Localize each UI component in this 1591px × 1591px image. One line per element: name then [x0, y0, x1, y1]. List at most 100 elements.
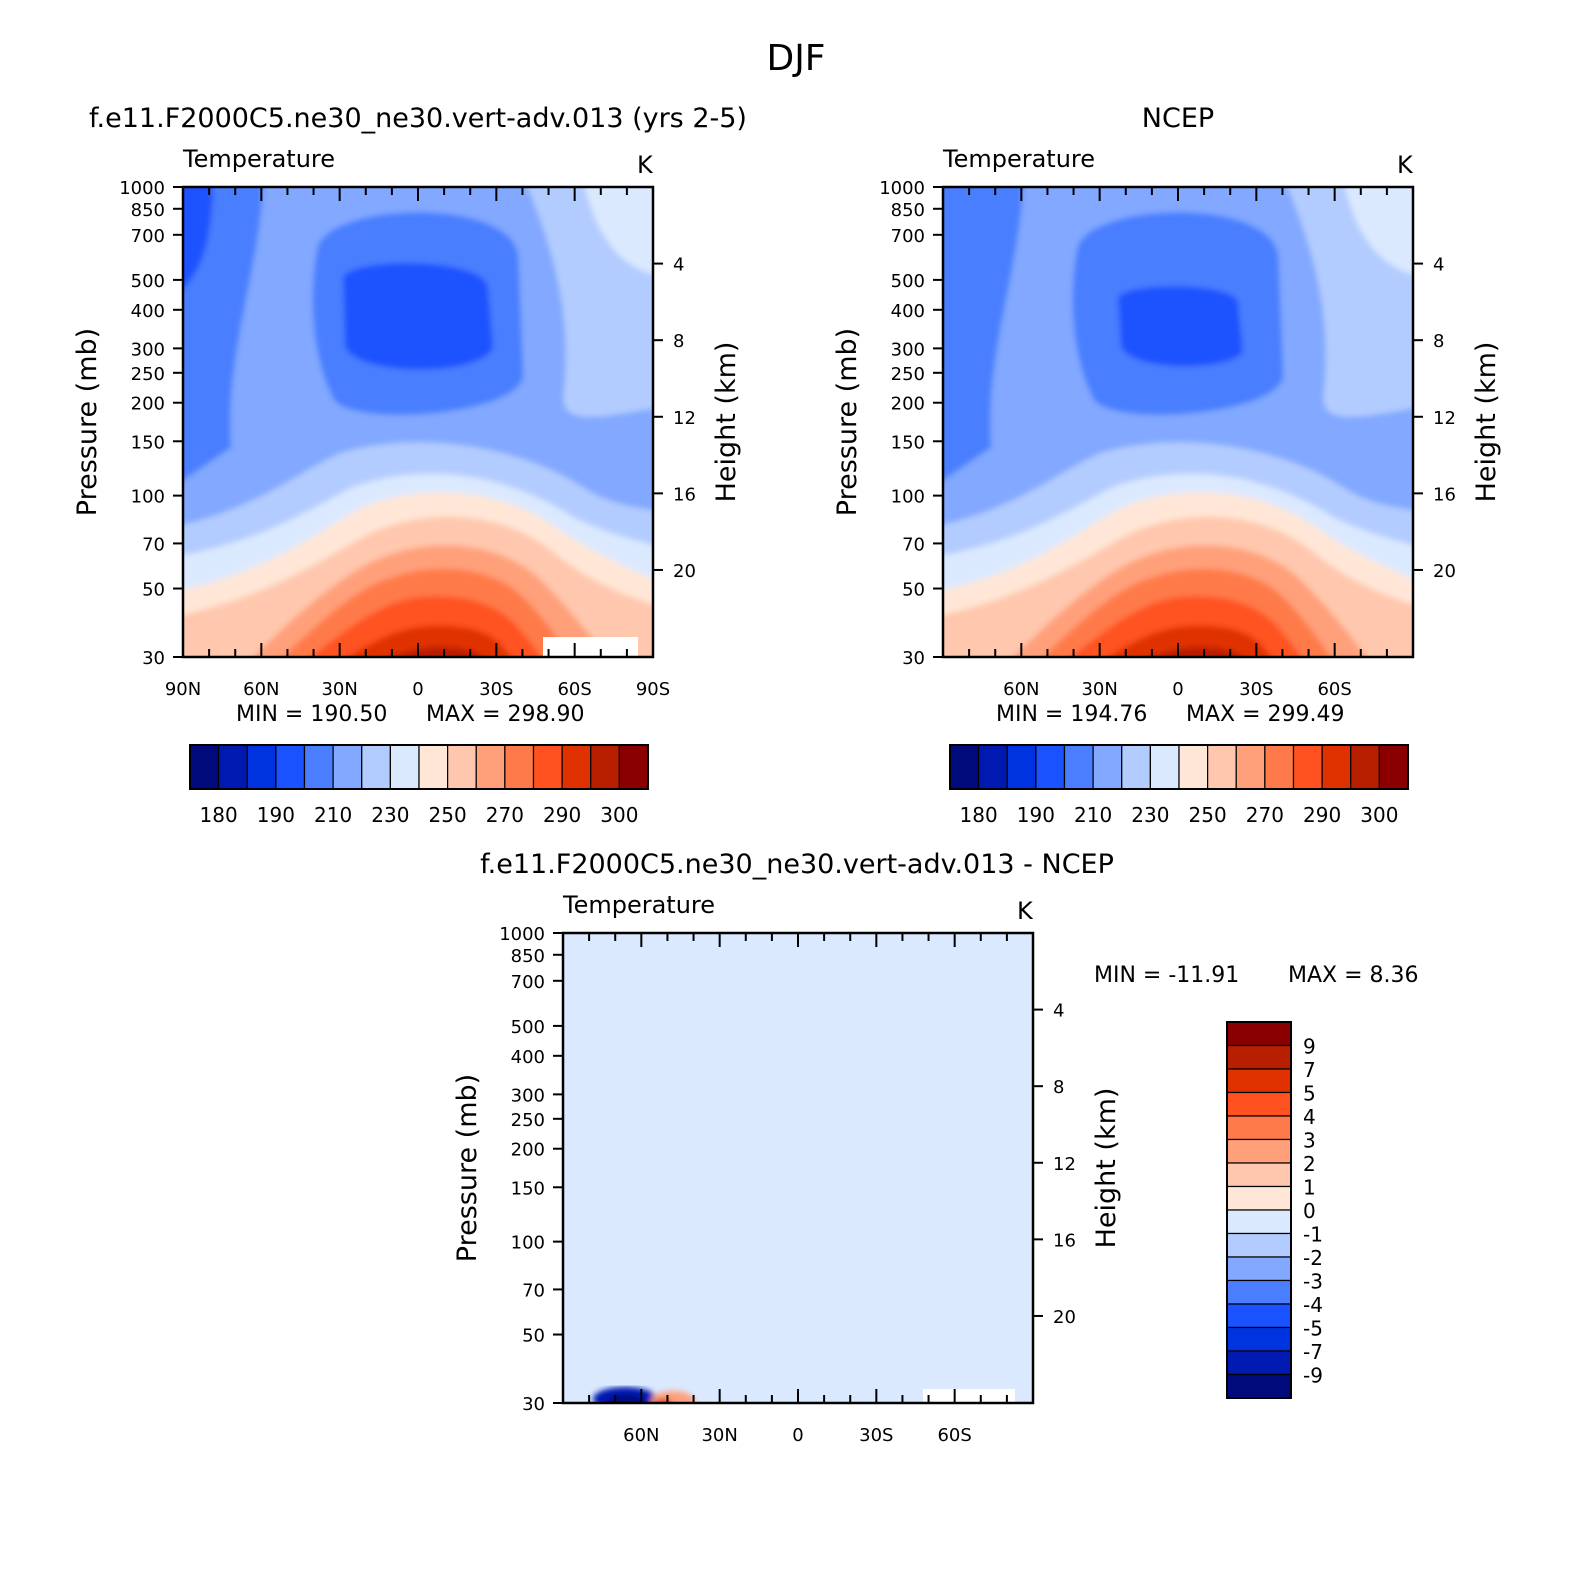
band — [585, 187, 653, 275]
panel-model-variable: Temperature — [182, 145, 335, 173]
band — [943, 187, 1023, 481]
colorbar-frame — [949, 744, 1409, 790]
colorbar-box — [361, 744, 391, 790]
band — [183, 187, 263, 481]
colorbar-box — [504, 744, 535, 790]
y-tick-label: 700 — [511, 972, 545, 993]
y-tick-label: 850 — [891, 200, 925, 221]
y-tick-label: 100 — [131, 487, 165, 508]
right-tick-label: 20 — [1053, 1307, 1076, 1328]
colorbar-box — [1226, 1021, 1292, 1047]
colorbar-box — [1035, 744, 1066, 790]
y-tick-label: 100 — [511, 1233, 545, 1254]
panel-obs-units: K — [1397, 151, 1414, 179]
colorbar-box — [332, 744, 363, 790]
y-tick-label: 700 — [891, 226, 925, 247]
colorbar-box — [1226, 1303, 1292, 1329]
colorbar-box — [1063, 744, 1094, 790]
colorbar-label: 300 — [600, 803, 638, 827]
x-tick-label: 0 — [412, 679, 423, 700]
missing-data — [923, 1389, 1015, 1403]
colorbar-box — [475, 744, 506, 790]
band — [563, 933, 1033, 1403]
y-tick-label: 150 — [891, 432, 925, 453]
y-tick-label: 250 — [891, 364, 925, 385]
x-tick-label: 60N — [243, 679, 279, 700]
colorbar-box — [189, 744, 220, 790]
band — [343, 263, 493, 370]
colorbar-label: 210 — [1074, 803, 1112, 827]
colorbar-box — [1226, 1138, 1292, 1164]
x-tick-label: 30N — [321, 679, 357, 700]
colorbar-box — [1321, 744, 1352, 790]
y-tick-label: 700 — [131, 226, 165, 247]
y-tick-label: 100 — [891, 487, 925, 508]
y-tick-label: 50 — [522, 1326, 545, 1347]
y-tick-label: 200 — [131, 394, 165, 415]
panel-obs-min: MIN = 194.76 — [996, 702, 1147, 727]
x-tick-label: 60N — [623, 1425, 659, 1446]
panel-obs-right-ticks: 20 16 12 8 4 — [1413, 255, 1456, 582]
panel-model-colorbar: 180 190 210 230 250 270 290 300 — [189, 744, 649, 827]
colorbar-box — [1226, 1115, 1292, 1141]
panel-model-title: f.e11.F2000C5.ne30_ne30.vert-adv.013 (yr… — [89, 103, 747, 134]
colorbar-label: -5 — [1303, 1317, 1323, 1341]
right-tick-label: 4 — [673, 255, 684, 276]
colorbar-label: 300 — [1360, 803, 1398, 827]
colorbar-box — [1378, 744, 1409, 790]
panel-model: f.e11.F2000C5.ne30_ne30.vert-adv.013 (yr… — [72, 103, 747, 827]
colorbar-box — [532, 744, 563, 790]
colorbar-box — [1149, 744, 1180, 790]
band — [183, 187, 213, 289]
colorbar-box — [246, 744, 277, 790]
colorbar-box — [1235, 744, 1266, 790]
y-tick-label: 50 — [142, 580, 165, 601]
colorbar-label: 190 — [1017, 803, 1055, 827]
colorbar-label: 0 — [1303, 1199, 1316, 1223]
x-tick-label: 0 — [1172, 679, 1183, 700]
band — [1118, 286, 1243, 367]
x-tick-label: 60N — [1003, 679, 1039, 700]
panel-obs-field — [943, 187, 1413, 657]
x-tick-label: 60S — [1317, 679, 1351, 700]
field-layer — [183, 187, 653, 657]
y-tick-label: 200 — [891, 394, 925, 415]
y-tick-label: 30 — [522, 1394, 545, 1415]
colorbar-box — [447, 744, 477, 790]
colorbar-box — [1006, 744, 1037, 790]
band-group — [943, 187, 1413, 657]
right-tick-label: 8 — [1433, 331, 1444, 352]
y-tick-label: 30 — [142, 648, 165, 669]
colorbar-label: 250 — [429, 803, 467, 827]
x-tick-label: 30S — [1239, 679, 1273, 700]
colorbar-label: -3 — [1303, 1270, 1323, 1294]
colorbar-box — [1178, 744, 1209, 790]
panel-diff-ylabel-right: Height (km) — [1091, 1088, 1122, 1249]
y-tick-label: 500 — [131, 271, 165, 292]
colorbar-label: -7 — [1303, 1340, 1323, 1364]
colorbar-label: 290 — [543, 803, 581, 827]
colorbar-box — [1226, 1279, 1292, 1305]
colorbar-box — [1292, 744, 1323, 790]
right-tick-label: 4 — [1053, 1001, 1064, 1022]
colorbar-label: 230 — [371, 803, 409, 827]
y-tick-label: 850 — [511, 946, 545, 967]
colorbar-box — [618, 744, 649, 790]
panel-diff: f.e11.F2000C5.ne30_ne30.vert-adv.013 - N… — [452, 849, 1419, 1446]
panel-obs-ylabel: Pressure (mb) — [832, 328, 863, 516]
panel-diff-units: K — [1017, 897, 1034, 925]
colorbar-box — [1226, 1044, 1292, 1070]
colorbar-label: 4 — [1303, 1105, 1316, 1129]
panel-diff-max: MAX = 8.36 — [1288, 963, 1419, 988]
colorbar-box — [1226, 1091, 1292, 1117]
colorbar-label: 270 — [486, 803, 524, 827]
colorbar-box — [590, 744, 620, 790]
panel-obs: NCEP Temperature K 305070100150200250300… — [832, 103, 1502, 827]
panel-obs-title: NCEP — [1142, 103, 1214, 134]
right-tick-label: 8 — [673, 331, 684, 352]
panel-model-ylabel: Pressure (mb) — [72, 328, 103, 516]
right-tick-label: 20 — [1433, 561, 1456, 582]
right-tick-label: 12 — [1433, 408, 1456, 429]
